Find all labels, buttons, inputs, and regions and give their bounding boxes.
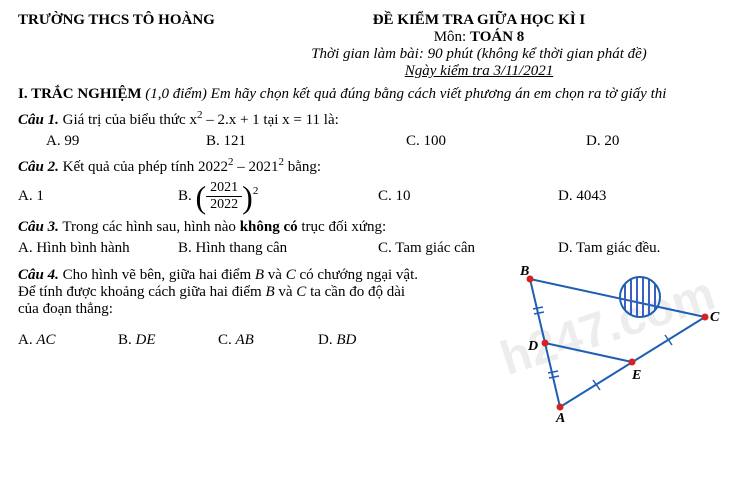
q1-choice-b: B. 121 [206, 133, 406, 150]
triangle-diagram: B C D E A [490, 267, 720, 417]
section-instruction: Em hãy chọn kết quả đúng bằng cách viết … [211, 86, 667, 102]
q1-text-1: Giá trị của biểu thức x [63, 112, 197, 128]
q1-choice-d: D. 20 [586, 133, 720, 150]
frac-numerator: 2021 [206, 180, 242, 197]
header: TRƯỜNG THCS TÔ HOÀNG ĐỀ KIỂM TRA GIỮA HỌ… [18, 12, 720, 80]
q3-choices: A. Hình bình hành B. Hình thang cân C. T… [18, 240, 720, 257]
question-3: Câu 3. Trong các hình sau, hình nào khôn… [18, 219, 720, 236]
q4-choices: A. AC B. DE C. AB D. BD [18, 332, 490, 349]
q3-bold: không có [240, 219, 298, 235]
question-2: Câu 2. Kết quả của phép tính 20222 – 202… [18, 156, 720, 176]
title-block: ĐỀ KIỂM TRA GIỮA HỌC KÌ I Môn: TOÁN 8 Th… [238, 12, 720, 80]
q1-text-2: – 2.x + 1 tại x = 11 là: [202, 112, 338, 128]
label-a: A [555, 411, 565, 426]
left-paren: ( [196, 181, 207, 213]
point-d [542, 340, 549, 347]
q2-text-3: bằng: [284, 159, 321, 175]
q4-line3: của đoạn thẳng: [18, 301, 490, 318]
q4-C-2: C [296, 284, 306, 300]
frac-denominator: 2022 [206, 197, 242, 213]
q3-choice-b: B. Hình thang cân [178, 240, 378, 257]
q4-choice-d: D. BD [318, 332, 418, 349]
school-name: TRƯỜNG THCS TÔ HOÀNG [18, 12, 238, 80]
q4-choice-a: A. AC [18, 332, 118, 349]
q2-choice-a: A. 1 [18, 188, 178, 205]
section-label: I. TRẮC NGHIỆM [18, 86, 142, 102]
q4-c-pre: C. [218, 332, 236, 348]
point-c [702, 314, 709, 321]
obstacle-circle [620, 277, 660, 317]
q4-line2: Để tính được khoảng cách giữa hai điểm B… [18, 284, 490, 301]
edge-de [545, 343, 632, 362]
question-4-row: Câu 4. Cho hình vẽ bên, giữa hai điểm B … [18, 267, 720, 422]
q4-line2-c: ta cần đo độ dài [306, 284, 405, 300]
q4-C-1: C [286, 267, 296, 283]
q1-choice-c: C. 100 [406, 133, 586, 150]
q2-fraction: ( 2021 2022 ) [196, 180, 253, 213]
q4-line1-c: có chướng ngại vật. [296, 267, 418, 283]
q3-choice-a: A. Hình bình hành [18, 240, 178, 257]
exam-time: Thời gian làm bài: 90 phút (không kể thờ… [238, 46, 720, 63]
q4-figure: B C D E A [490, 267, 720, 422]
exam-title: ĐỀ KIỂM TRA GIỮA HỌC KÌ I [238, 12, 720, 29]
q4-line2-a: Để tính được khoảng cách giữa hai điểm [18, 284, 265, 300]
point-e [629, 359, 636, 366]
q4-line2-b: và [275, 284, 297, 300]
question-4: Câu 4. Cho hình vẽ bên, giữa hai điểm B … [18, 267, 490, 284]
right-paren: ) [242, 181, 253, 213]
section-1-header: I. TRẮC NGHIỆM (1,0 điểm) Em hãy chọn kế… [18, 86, 720, 103]
q4-c-it: AB [236, 332, 254, 348]
q4-a-pre: A. [18, 332, 36, 348]
q2-choice-d: D. 4043 [558, 188, 720, 205]
q4-line1-a: Cho hình vẽ bên, giữa hai điểm [63, 267, 255, 283]
q2-label: Câu 2. [18, 159, 59, 175]
q4-text-block: Câu 4. Cho hình vẽ bên, giữa hai điểm B … [18, 267, 490, 422]
q4-choice-c: C. AB [218, 332, 318, 349]
q2-choices: A. 1 B. ( 2021 2022 ) 2 C. 10 D. 4043 [18, 180, 720, 213]
subject-prefix: Môn: [434, 29, 470, 45]
subject-line: Môn: TOÁN 8 [238, 29, 720, 46]
q1-choice-a: A. 99 [18, 133, 206, 150]
fraction-body: 2021 2022 [206, 180, 242, 213]
q3-choice-d: D. Tam giác đều. [558, 240, 720, 257]
q2-choice-c: C. 10 [378, 188, 558, 205]
q3-text-2: trục đối xứng: [298, 219, 387, 235]
label-e: E [631, 368, 641, 383]
label-c: C [710, 310, 720, 325]
q2-text-1: Kết quả của phép tính 2022 [63, 159, 228, 175]
q4-b-it: DE [136, 332, 156, 348]
q1-choices: A. 99 B. 121 C. 100 D. 20 [18, 133, 720, 150]
q3-text-1: Trong các hình sau, hình nào [62, 219, 239, 235]
q4-B-2: B [265, 284, 274, 300]
question-1: Câu 1. Giá trị của biểu thức x2 – 2.x + … [18, 109, 720, 129]
point-a [557, 404, 564, 411]
q2-b-prefix: B. [178, 188, 196, 204]
q4-label: Câu 4. [18, 267, 59, 283]
q2-b-sup: 2 [253, 185, 259, 197]
q4-b-pre: B. [118, 332, 136, 348]
q4-choice-b: B. DE [118, 332, 218, 349]
q4-B-1: B [255, 267, 264, 283]
exam-date: Ngày kiểm tra 3/11/2021 [238, 63, 720, 80]
q2-choice-b: B. ( 2021 2022 ) 2 [178, 180, 378, 213]
label-d: D [527, 339, 538, 354]
q1-label: Câu 1. [18, 112, 59, 128]
q4-line1-b: và [264, 267, 286, 283]
q4-d-it: BD [336, 332, 356, 348]
q3-label: Câu 3. [18, 219, 59, 235]
q2-text-2: – 2021 [233, 159, 278, 175]
q4-d-pre: D. [318, 332, 336, 348]
q4-a-it: AC [36, 332, 55, 348]
label-b: B [519, 264, 529, 279]
q3-choice-c: C. Tam giác cân [378, 240, 558, 257]
section-score: (1,0 điểm) [145, 86, 207, 102]
edge-bc [530, 279, 705, 317]
subject: TOÁN 8 [470, 29, 524, 45]
